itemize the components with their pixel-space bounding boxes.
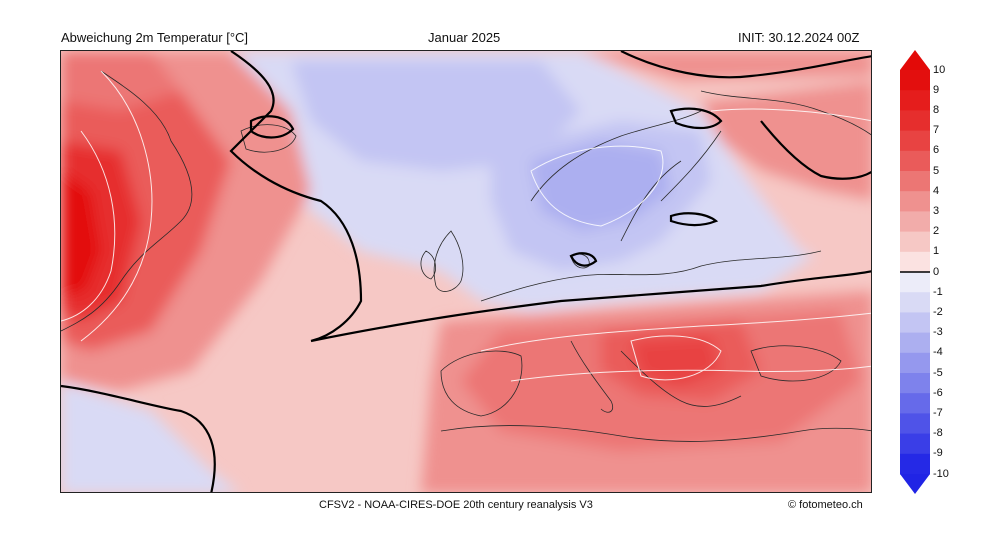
colorbar-tick-label: -8 [933,427,943,440]
colorbar-segment [900,272,930,293]
colorbar-segment [900,211,930,233]
colorbar-tick-label: 6 [933,144,940,157]
warm-anomaly-arctic-russia-2 [701,81,871,201]
black-sea-coast [750,345,842,382]
colorbar-segment [900,373,930,394]
anomaly-map [60,50,872,493]
colorbar-tick-label: -7 [933,406,943,419]
colorbar-tick-label: -10 [933,467,949,480]
warm-anomaly-barents [581,51,871,81]
colorbar-tick-label: 10 [933,63,946,76]
zero-contour-arctic [620,51,871,79]
colorbar-segment [900,453,930,475]
colorbar-segment [900,433,930,455]
colorbar-segment [900,150,930,172]
colorbar-tick-label: 9 [933,83,940,96]
colorbar-tick-label: -4 [933,346,943,359]
north-africa-coast [440,425,871,442]
sweden-border [620,160,682,242]
colorbar-segment [900,393,930,414]
colorbar-segment [900,352,930,374]
colorbar-legend [900,50,930,494]
isoline-europe-2 [510,365,871,382]
chart-title: Abweichung 2m Temperatur [°C] [61,30,249,45]
coastlines [61,70,871,442]
isoline-europe-1 [480,312,871,352]
colorbar-tick-label: 7 [933,124,940,137]
colorbar-tick-label: 5 [933,164,940,177]
colorbar-segment [900,191,930,212]
colorbar-tick-label: 3 [933,204,940,217]
zero-contour-main [229,51,871,343]
colorbar-tick-label: 4 [933,184,940,197]
norway-coast [530,110,702,202]
zero-contour-russia [760,120,871,180]
colorbar-tick-label: 2 [933,225,940,238]
zero-anomaly-contour [61,51,871,492]
colorbar-segment [900,70,930,91]
anomaly-isolines [61,70,871,382]
russia-arctic-coast [700,90,871,136]
zero-contour-west-atlantic [61,384,216,492]
colorbar-tick-label: 8 [933,103,940,116]
warm-anomaly-greenland-max [61,171,101,296]
colorbar-segment [900,312,930,334]
britain-coast [433,230,464,292]
colorbar-segment [900,171,930,192]
finland-coast [660,130,722,202]
isoline-russia [710,108,871,122]
colorbar-segment [900,332,930,354]
colorbar-segment [900,110,930,132]
anomaly-field [61,51,871,492]
colorbar-max-arrow [900,50,930,70]
colorbar-tick-label: -5 [933,366,943,379]
zero-contour-scandinavia [669,107,723,130]
europe-north-coast [480,250,822,302]
greenland-coast [61,70,193,332]
cold-anomaly-scandinavia-core [531,141,671,231]
italy-coast [570,340,614,413]
cold-anomaly-west-atlantic [61,381,239,492]
colorbar-tick-label: 1 [933,245,940,258]
init-time: INIT: 30.12.2024 00Z [738,30,860,45]
ireland-coast [420,250,436,280]
colorbar-segment [900,231,930,253]
colorbar-segment [900,413,930,435]
colorbar-tick-label: 0 [933,265,940,278]
colorbar-tick-label: -3 [933,326,943,339]
isoline-greenland-2 [61,130,116,322]
colorbar-segment [900,251,930,273]
data-source-note: CFSV2 - NOAA-CIRES-DOE 20th century rean… [319,499,593,511]
iceland-coast [240,124,297,153]
zero-contour-baltic [669,212,719,227]
forecast-month: Januar 2025 [428,30,501,45]
zero-contour-iceland [249,115,295,139]
colorbar-segment [900,292,930,313]
isoline-scandinavia [530,145,664,227]
colorbar-min-arrow [900,474,930,494]
isoline-balkans [630,335,722,381]
copyright-credit: © fotometeo.ch [788,499,863,511]
colorbar-tick-label: -2 [933,305,943,318]
warm-anomaly-labrador [61,51,181,111]
zero-contour-denmark [569,252,598,267]
iberia-coast [440,350,523,417]
colorbar-tick-label: -9 [933,447,943,460]
colorbar-tick-label: -1 [933,285,943,298]
cold-anomaly-norwegian-sea [291,61,581,171]
colorbar-segment [900,130,930,152]
colorbar-segment [900,90,930,111]
colorbar-tick-label: -6 [933,386,943,399]
isoline-greenland-1 [80,70,153,342]
